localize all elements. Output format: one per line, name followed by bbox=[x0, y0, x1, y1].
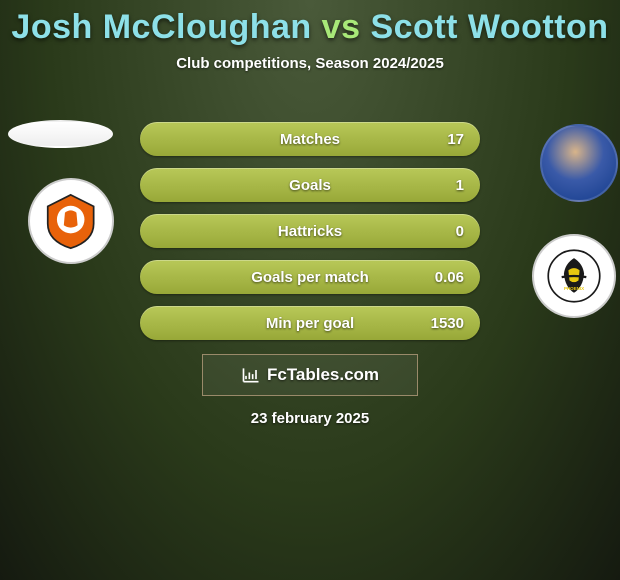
club-left-icon bbox=[42, 192, 99, 249]
stat-row: Min per goal 1530 bbox=[140, 306, 480, 340]
stat-row: Goals per match 0.06 bbox=[140, 260, 480, 294]
player1-club-badge bbox=[28, 178, 114, 264]
brand-text: FcTables.com bbox=[267, 365, 379, 385]
stat-value: 0 bbox=[456, 223, 464, 240]
stat-label: Hattricks bbox=[278, 223, 342, 240]
stat-value: 1530 bbox=[431, 315, 464, 332]
stat-row: Matches 17 bbox=[140, 122, 480, 156]
stat-value: 1 bbox=[456, 177, 464, 194]
stats-bars: Matches 17 Goals 1 Hattricks 0 Goals per… bbox=[140, 122, 480, 352]
player2-club-badge: PHOENIX bbox=[532, 234, 616, 318]
player2-avatar bbox=[540, 124, 618, 202]
subtitle: Club competitions, Season 2024/2025 bbox=[0, 55, 620, 72]
player1-name: Josh McCloughan bbox=[11, 8, 311, 46]
player2-name: Scott Wootton bbox=[370, 8, 608, 46]
stat-value: 17 bbox=[447, 131, 464, 148]
stat-label: Matches bbox=[280, 131, 340, 148]
stat-label: Min per goal bbox=[266, 315, 354, 332]
comparison-title: Josh McCloughan vs Scott Wootton bbox=[0, 0, 620, 47]
stat-row: Goals 1 bbox=[140, 168, 480, 202]
date-text: 23 february 2025 bbox=[0, 410, 620, 427]
vs-text: vs bbox=[322, 8, 361, 46]
stat-row: Hattricks 0 bbox=[140, 214, 480, 248]
stat-label: Goals bbox=[289, 177, 331, 194]
chart-icon bbox=[241, 365, 261, 385]
player1-avatar bbox=[8, 120, 113, 148]
stat-label: Goals per match bbox=[251, 269, 369, 286]
svg-text:PHOENIX: PHOENIX bbox=[564, 286, 584, 291]
club-right-icon: PHOENIX bbox=[546, 248, 602, 304]
stat-value: 0.06 bbox=[435, 269, 464, 286]
brand-box: FcTables.com bbox=[202, 354, 418, 396]
